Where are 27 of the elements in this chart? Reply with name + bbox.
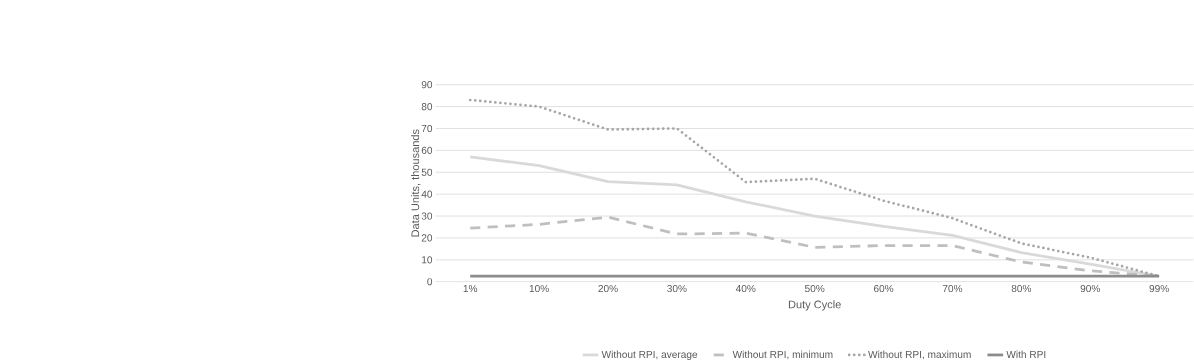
x-tick-label: 10% bbox=[529, 284, 549, 293]
y-tick-label: 10 bbox=[422, 256, 433, 264]
y-tick-label: 30 bbox=[421, 212, 433, 220]
y-axis-title: Data Units, thousands bbox=[411, 129, 421, 237]
x-tick-label: 50% bbox=[804, 284, 825, 293]
x-tick-label: 80% bbox=[1011, 284, 1032, 293]
x-axis-title: Duty Cycle bbox=[788, 300, 841, 311]
y-tick-label: 90 bbox=[421, 81, 433, 89]
x-tick-label: 30% bbox=[667, 284, 687, 293]
x-tick-label: 90% bbox=[1080, 284, 1100, 293]
x-tick-label: 40% bbox=[735, 284, 756, 293]
x-tick-label: 60% bbox=[873, 284, 894, 293]
legend-label: Without RPI, average bbox=[601, 350, 698, 361]
y-tick-label: 50 bbox=[421, 168, 433, 176]
x-tick-label: 1% bbox=[463, 284, 478, 293]
y-tick-label: 0 bbox=[427, 278, 433, 286]
x-tick-label: 70% bbox=[942, 284, 963, 293]
y-tick-label: 80 bbox=[421, 103, 433, 111]
y-tick-label: 20 bbox=[421, 234, 433, 242]
legend-label: Without RPI, minimum bbox=[732, 350, 833, 360]
y-tick-label: 60 bbox=[421, 146, 433, 154]
x-tick-label: 20% bbox=[598, 284, 618, 293]
y-tick-label: 40 bbox=[421, 190, 433, 198]
legend-label: Without RPI, maximum bbox=[868, 350, 971, 360]
x-tick-label: 99% bbox=[1149, 284, 1169, 293]
y-tick-label: 70 bbox=[421, 124, 433, 133]
legend-label: With RPI bbox=[1006, 350, 1046, 359]
